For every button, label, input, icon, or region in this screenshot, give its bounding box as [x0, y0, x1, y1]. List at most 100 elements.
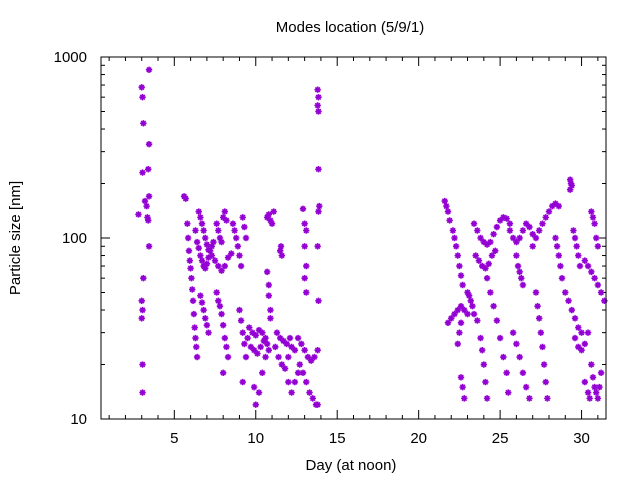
data-point	[316, 202, 323, 210]
data-point	[140, 120, 147, 127]
data-point	[519, 369, 527, 376]
data-point	[242, 234, 250, 242]
data-point	[145, 193, 153, 200]
data-point	[519, 227, 527, 234]
data-point	[441, 197, 448, 205]
data-point	[303, 378, 310, 386]
data-point	[197, 252, 204, 259]
data-point	[566, 186, 574, 193]
data-point	[526, 395, 533, 402]
data-point	[477, 234, 484, 242]
data-point	[189, 286, 196, 293]
data-point	[228, 250, 235, 257]
data-point	[303, 262, 310, 270]
data-point	[567, 180, 575, 187]
data-point	[288, 389, 295, 396]
data-point	[557, 262, 564, 270]
data-point	[490, 302, 497, 310]
data-point	[139, 306, 146, 314]
data-point	[288, 343, 295, 351]
data-point	[485, 260, 492, 268]
data-point	[487, 289, 494, 296]
data-point	[307, 357, 315, 364]
data-point	[291, 378, 299, 386]
data-point	[138, 315, 145, 322]
data-point	[588, 361, 595, 368]
data-point	[277, 243, 285, 250]
data-point	[536, 315, 543, 322]
data-point	[452, 243, 460, 250]
data-point	[496, 217, 504, 224]
data-point	[273, 329, 281, 336]
data-point	[581, 340, 589, 348]
data-point	[203, 321, 211, 329]
data-point	[198, 257, 206, 264]
data-point	[216, 302, 224, 310]
data-point	[267, 306, 274, 314]
data-point	[496, 334, 504, 342]
axes-layer: 5 10 15 20 25 30 10 100 1000	[54, 49, 606, 447]
data-point	[513, 340, 520, 348]
data-point	[237, 317, 245, 324]
data-point	[449, 227, 457, 234]
data-point	[221, 334, 229, 342]
x-tick-label: 15	[329, 430, 346, 447]
data-point	[250, 346, 258, 354]
data-point	[537, 329, 545, 336]
data-point	[281, 365, 289, 372]
data-point	[299, 205, 307, 212]
data-point	[276, 334, 284, 342]
data-point	[516, 268, 523, 276]
data-point	[255, 389, 263, 396]
data-point	[552, 234, 559, 242]
data-point	[237, 262, 245, 270]
data-point	[213, 220, 220, 227]
data-point	[301, 243, 308, 250]
y-tick-label: 10	[70, 411, 87, 428]
data-point	[475, 257, 483, 264]
data-point	[260, 337, 268, 345]
data-point	[311, 353, 318, 361]
data-point	[294, 369, 302, 376]
x-axis-label: Day (at noon)	[306, 457, 397, 474]
data-point	[566, 176, 574, 183]
data-point	[215, 262, 222, 270]
data-point	[145, 217, 152, 224]
data-point	[483, 274, 491, 282]
data-point	[184, 220, 191, 227]
chart-title: Modes location (5/9/1)	[276, 19, 424, 36]
data-point	[234, 243, 242, 250]
data-point	[195, 208, 202, 215]
data-point	[143, 202, 150, 210]
data-point	[205, 254, 212, 261]
data-point	[591, 274, 598, 282]
data-point	[315, 93, 322, 101]
data-point	[549, 202, 556, 210]
data-point	[584, 389, 592, 396]
data-point	[454, 252, 461, 259]
data-point	[539, 220, 546, 227]
data-point	[246, 324, 253, 331]
data-point	[215, 227, 222, 234]
data-point	[465, 292, 473, 299]
data-point	[223, 343, 230, 351]
data-point	[218, 310, 225, 318]
data-point	[186, 257, 193, 264]
data-point	[464, 289, 471, 296]
data-point	[493, 317, 501, 324]
data-point	[506, 227, 514, 234]
data-point	[451, 234, 458, 242]
data-point	[210, 238, 217, 246]
data-point	[263, 214, 271, 221]
data-point	[492, 247, 499, 254]
data-point	[203, 241, 211, 248]
data-point	[509, 329, 517, 336]
data-point	[215, 297, 222, 304]
data-point	[275, 353, 282, 361]
data-point	[197, 292, 204, 299]
data-point	[202, 234, 209, 242]
data-point	[218, 267, 225, 274]
data-point	[593, 234, 600, 242]
